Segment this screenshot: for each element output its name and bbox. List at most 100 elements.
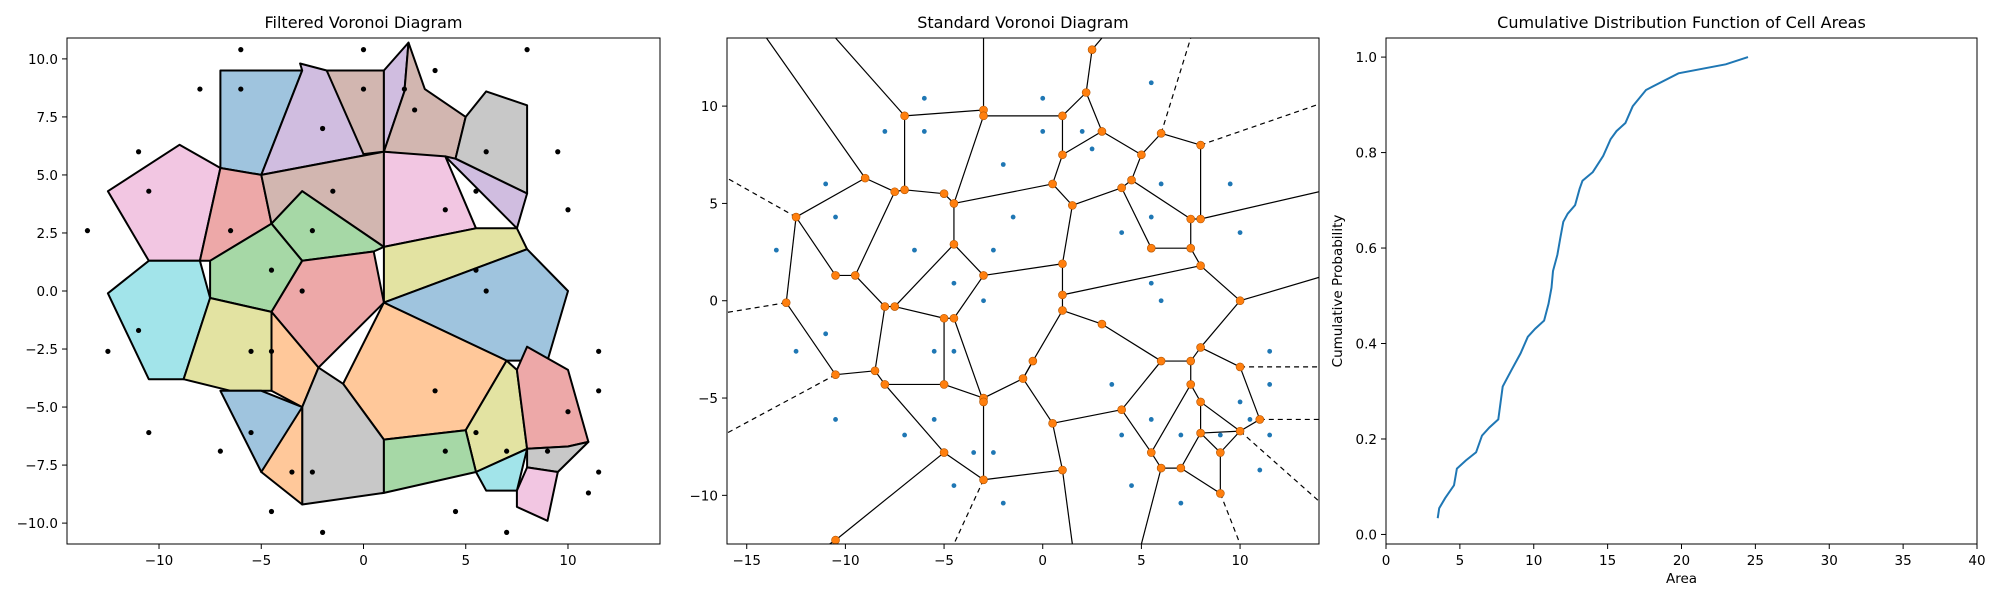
voronoi-infinite-edge [1219,493,1241,544]
voronoi-edge [953,318,985,403]
voronoi-edge [1239,276,1319,302]
chart-title: Filtered Voronoi Diagram [264,13,462,32]
voronoi-infinite-edge [727,177,797,218]
cdf-panel: Cumulative Distribution Function of Cell… [1330,13,1986,587]
seed-point [596,348,602,354]
voronoi-cell [454,90,529,195]
voronoi-vertex [1156,129,1166,138]
standard-voronoi-panel: Standard Voronoi Diagram −15 −10 −5 0 5 10 −10 −… [690,13,1320,569]
voronoi-edge [1062,130,1103,156]
voronoi-cell [382,227,529,304]
seed-point [1178,432,1184,438]
seed-point [432,67,438,74]
seed-point [1000,162,1006,167]
seed-point [555,149,561,155]
voronoi-edge [1085,49,1093,93]
x-tick-label: −5 [934,553,954,569]
seed-point [1158,298,1164,304]
seed-point [1217,432,1223,438]
seed-point [289,469,295,475]
voronoi-edge [904,109,984,117]
seed-point [1129,483,1134,489]
y-tick-label: 0.0 [37,284,58,300]
seed-point [1267,348,1273,354]
seed-point [309,228,315,234]
voronoi-edge [1180,432,1202,469]
y-tick-label: 1.0 [1356,50,1377,66]
plot-area [1436,56,1749,519]
seed-point [882,129,888,134]
seed-point [299,288,305,294]
seed-point [991,247,996,253]
voronoi-edge [983,469,1063,481]
seed-point [1079,129,1085,134]
voronoi-vertex [1186,214,1196,224]
seed-point [1000,500,1006,506]
voronoi-edge [1062,309,1103,325]
seed-point [1178,500,1184,506]
voronoi-cell [526,440,590,473]
voronoi-edge [795,177,866,218]
seed-point [412,107,418,113]
y-tick-label: 0.0 [1356,527,1377,543]
y-tick-label: 0 [709,294,718,310]
seed-point [1237,230,1243,236]
y-tick-label: −10.0 [17,516,58,532]
voronoi-vertex [1028,356,1038,366]
y-tick-label: 0.4 [1356,337,1377,353]
x-tick-label: −10 [831,553,860,569]
voronoi-edge [835,452,945,541]
y-tick-label: 5 [709,196,718,212]
voronoi-edge [1239,366,1261,420]
voronoi-cell [515,466,559,522]
seed-point [524,47,530,53]
seed-point [773,247,779,253]
voronoi-edge [1121,187,1152,249]
voronoi-vertex [880,380,890,389]
seed-point [442,207,448,213]
seed-point [105,348,111,354]
voronoi-vertex [900,111,909,121]
seed-point [1148,417,1154,422]
voronoi-vertex [850,271,860,280]
seed-point [1119,230,1125,236]
seed-point [135,149,142,155]
voronoi-vertex [979,271,988,280]
voronoi-edge [1101,323,1162,362]
y-tick-label: 5.0 [37,168,58,184]
y-tick-label: 10 [701,99,718,115]
voronoi-vertex [831,370,840,379]
seed-point [238,47,244,53]
x-tick-label: 30 [1821,553,1838,569]
voronoi-edge [1061,469,1073,544]
voronoi-edge [1180,467,1221,494]
filtered-voronoi-panel: Filtered Voronoi Diagram −10 −5 0 5 10 −10.0 −7… [17,13,661,569]
voronoi-edge [785,216,797,303]
voronoi-edge [953,243,984,276]
voronoi-infinite-edge [727,302,787,313]
voronoi-vertex [1186,380,1196,389]
seed-point [432,388,438,394]
seed-point [544,448,551,454]
seed-point [793,348,799,354]
seed-point [1227,181,1233,187]
seed-point [452,508,459,515]
voronoi-vertex [1058,150,1067,160]
seed-point [320,529,326,535]
x-tick-label: 40 [1968,553,1985,569]
voronoi-vertex [1087,45,1097,54]
voronoi-vertex [1048,419,1057,428]
voronoi-edge [835,370,876,376]
voronoi-vertex [1018,374,1028,383]
voronoi-edge [1140,132,1162,156]
voronoi-vertex [1196,397,1205,407]
seed-point [951,280,957,286]
voronoi-vertex [860,173,870,183]
voronoi-vertex [1186,243,1196,253]
voronoi-edge [785,302,837,376]
seed-point [951,483,957,489]
seed-point [442,448,448,454]
seed-point [483,149,489,155]
seed-point [833,417,838,422]
